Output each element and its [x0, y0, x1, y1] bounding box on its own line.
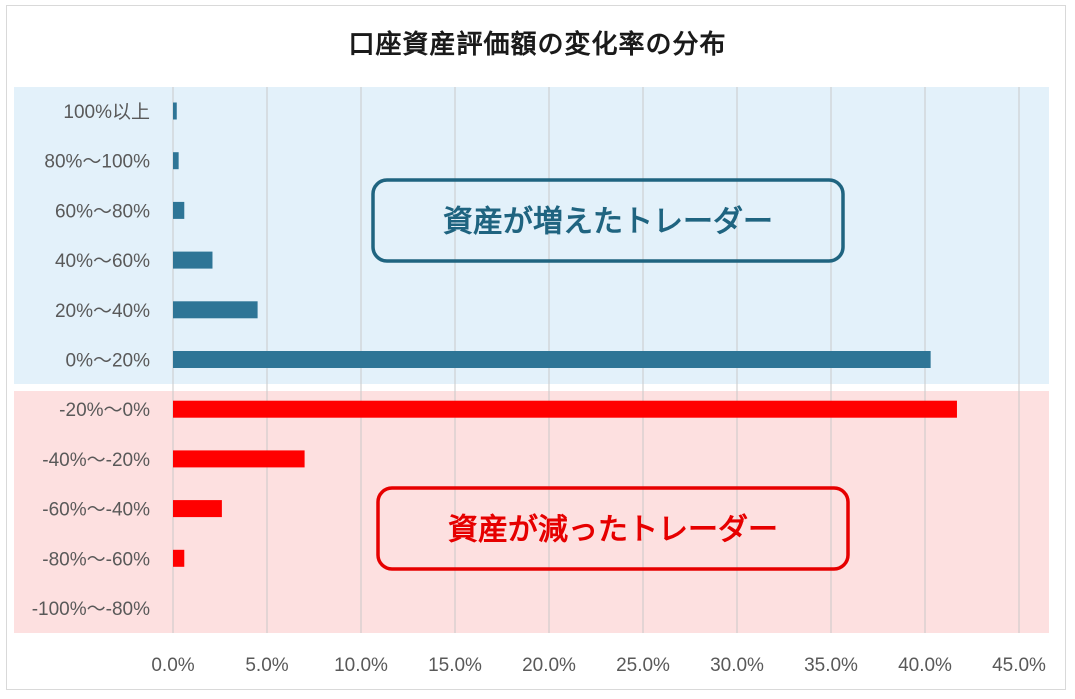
- bar: [173, 301, 258, 319]
- x-tick-label: 20.0%: [522, 655, 576, 676]
- group-label-box-increase: [371, 178, 845, 263]
- x-tick-label: 40.0%: [898, 655, 952, 676]
- bar: [173, 549, 185, 567]
- category-label: 60%〜80%: [55, 201, 150, 222]
- group-label-decrease: 資産が減ったトレーダー: [448, 513, 778, 548]
- x-tick-label: 25.0%: [616, 655, 670, 676]
- bar: [173, 500, 222, 518]
- bar: [173, 152, 179, 170]
- category-label: -40%〜-20%: [42, 450, 150, 471]
- bar: [173, 400, 957, 418]
- category-label: -20%〜0%: [59, 400, 150, 421]
- x-tick-label: 45.0%: [992, 655, 1046, 676]
- category-label: 100%以上: [63, 101, 150, 123]
- category-label: 20%〜40%: [55, 301, 150, 322]
- x-tick-label: 0.0%: [151, 655, 194, 676]
- x-tick-label: 5.0%: [245, 655, 288, 676]
- chart-title: 口座資産評価額の変化率の分布: [348, 30, 727, 60]
- x-tick-label: 15.0%: [428, 655, 482, 676]
- x-tick-label: 10.0%: [334, 655, 388, 676]
- bar: [173, 450, 305, 468]
- category-label: -60%〜-40%: [42, 500, 150, 521]
- category-label: 40%〜60%: [55, 251, 150, 272]
- bar: [173, 102, 177, 120]
- bar: [173, 351, 931, 368]
- bar: [173, 251, 213, 269]
- group-label-increase: 資産が増えたトレーダー: [443, 205, 773, 240]
- x-tick-label: 35.0%: [804, 655, 858, 676]
- bar: [173, 201, 185, 219]
- group-label-box-decrease: [376, 486, 850, 571]
- category-label: -100%〜-80%: [32, 599, 150, 620]
- group-background-increase: [14, 87, 1049, 384]
- x-tick-label: 30.0%: [710, 655, 764, 676]
- category-label: -80%〜-60%: [42, 549, 150, 570]
- category-label: 0%〜20%: [66, 351, 151, 372]
- category-label: 80%〜100%: [44, 152, 150, 173]
